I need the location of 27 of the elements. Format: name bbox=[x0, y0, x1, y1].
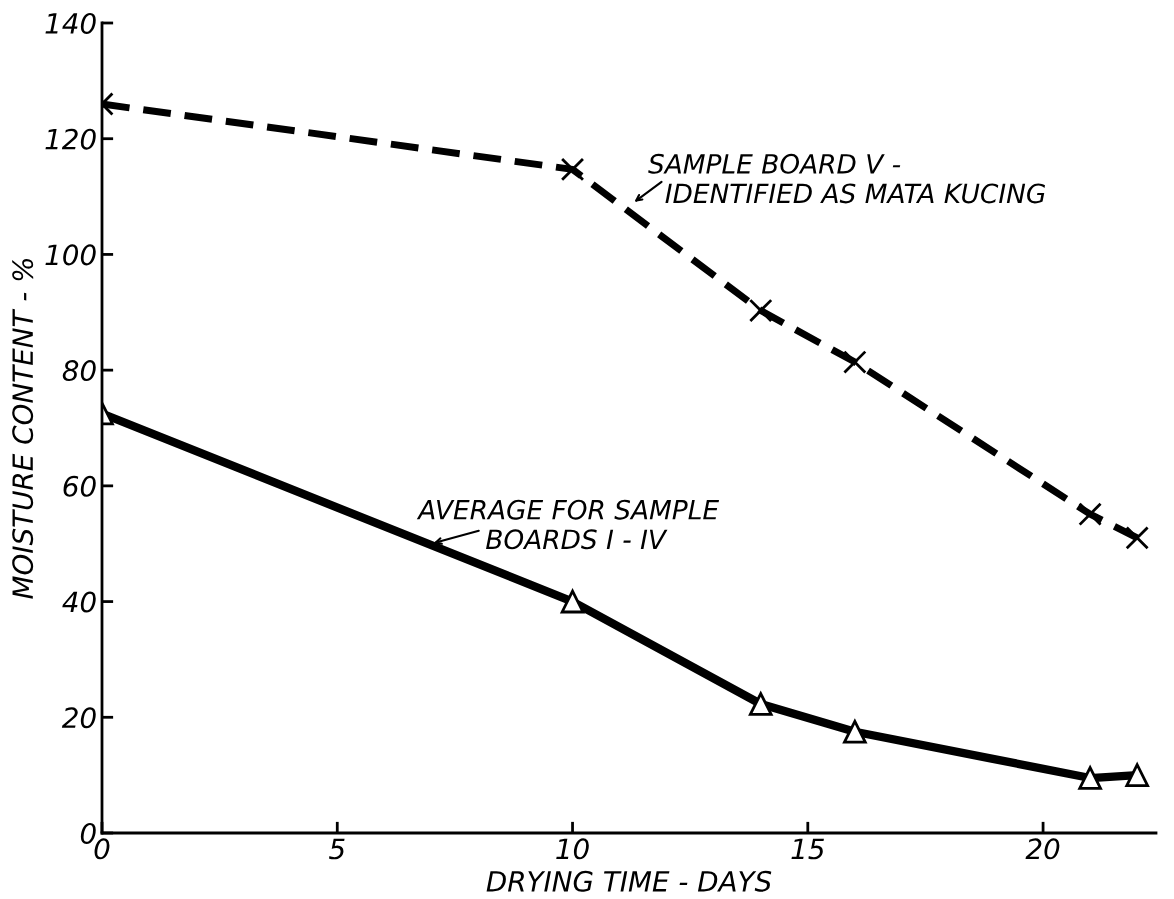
x-tick-label: 15 bbox=[791, 838, 824, 860]
point bbox=[748, 298, 773, 323]
y-tick-label: 20 bbox=[61, 707, 96, 729]
point bbox=[1078, 766, 1102, 790]
point bbox=[843, 350, 867, 374]
annotation: SAMPLE BOARD V - IDENTIFIED AS MATA KUCING bbox=[648, 153, 1045, 204]
x-tick-label: 5 bbox=[328, 838, 345, 860]
point bbox=[1078, 502, 1102, 527]
x-axis-title: DRYING TIME - DAYS bbox=[486, 870, 772, 892]
x-tick-label: 0 bbox=[94, 838, 110, 860]
y-tick-label: 100 bbox=[45, 244, 96, 266]
point bbox=[1125, 763, 1149, 787]
x-tick-label: 10 bbox=[556, 838, 589, 860]
y-tick-label: 0 bbox=[80, 822, 96, 844]
point bbox=[748, 692, 773, 716]
y-tick-label: 40 bbox=[62, 591, 96, 613]
point bbox=[1125, 526, 1149, 550]
annotation: AVERAGE FOR SAMPLE BOARDS I - IV bbox=[416, 499, 720, 550]
point bbox=[843, 719, 867, 744]
y-axis-title: MOISTURE CONTENT - % bbox=[12, 259, 34, 599]
point bbox=[560, 157, 585, 182]
x-tick-label: 20 bbox=[1025, 838, 1060, 860]
point bbox=[560, 589, 585, 614]
y-tick-label: 140 bbox=[45, 12, 96, 34]
y-tick-label: 60 bbox=[63, 475, 96, 497]
y-tick-label: 80 bbox=[62, 360, 96, 382]
y-tick-label: 120 bbox=[45, 128, 96, 150]
